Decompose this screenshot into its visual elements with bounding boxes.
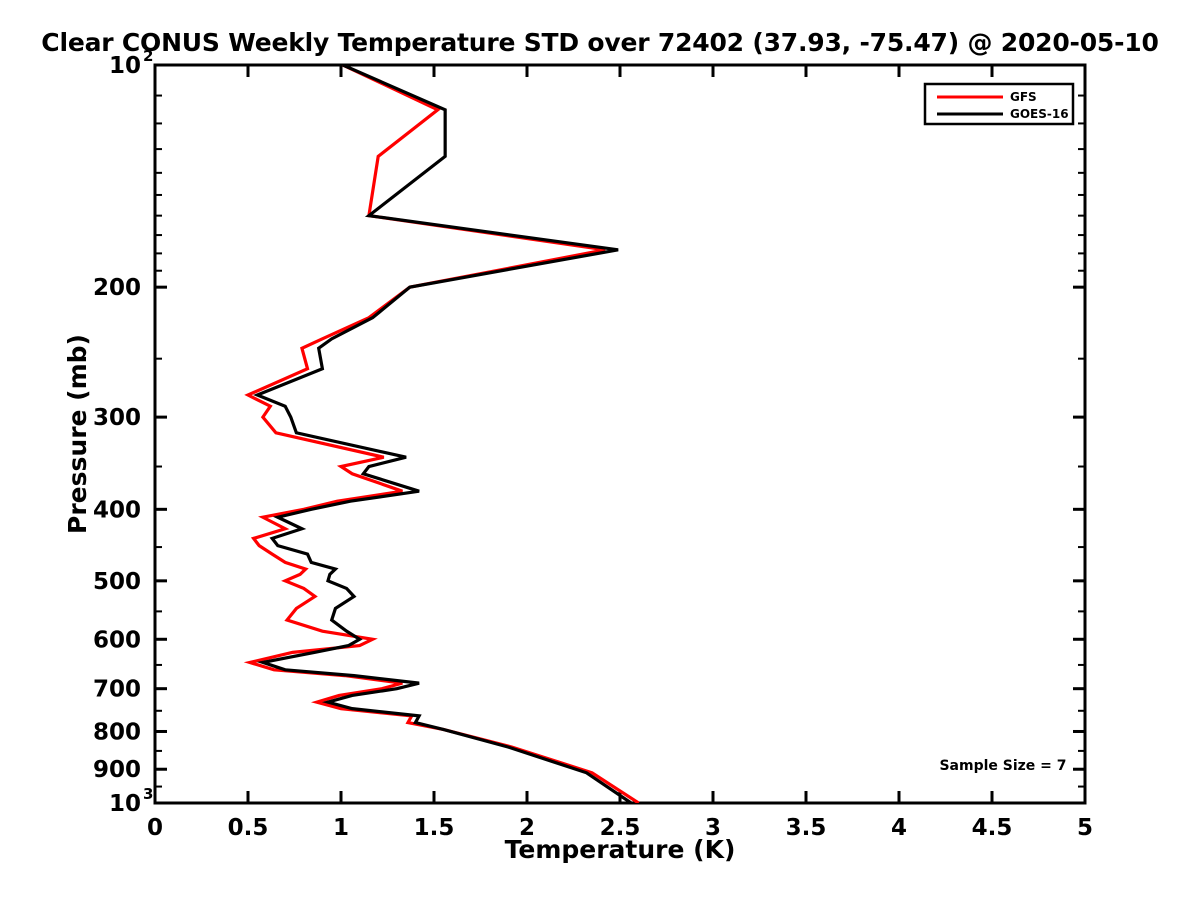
y-tick-label: 400 <box>93 497 141 523</box>
series-line-gfs <box>243 65 640 803</box>
x-tick-label: 4 <box>891 815 907 841</box>
series-line-goes-16 <box>253 65 633 803</box>
y-tick-label: 700 <box>93 677 141 703</box>
x-tick-label: 1.5 <box>414 815 455 841</box>
y-tick-label-exponent: 2 <box>143 47 153 65</box>
data-series-layer <box>243 65 640 803</box>
x-axis-ticks <box>153 65 1087 803</box>
y-tick-label: 900 <box>93 757 141 783</box>
x-tick-label: 2 <box>519 815 535 841</box>
x-tick-label: 2.5 <box>600 815 641 841</box>
y-tick-label: 10 <box>109 791 141 817</box>
x-tick-label: 5 <box>1077 815 1093 841</box>
y-tick-label: 800 <box>93 719 141 745</box>
legend-label-gfs: GFS <box>1010 90 1037 104</box>
y-tick-label: 600 <box>93 627 141 653</box>
x-tick-label: 0.5 <box>228 815 269 841</box>
y-tick-label: 500 <box>93 569 141 595</box>
page-title: Clear CONUS Weekly Temperature STD over … <box>41 28 1159 57</box>
y-tick-label: 10 <box>109 53 141 79</box>
y-tick-label-exponent: 3 <box>143 785 153 803</box>
legend-label-goes16: GOES-16 <box>1010 107 1069 121</box>
x-axis-tick-labels: 0 0.5 1 1.5 2 2.5 3 3.5 4 4.5 5 <box>147 815 1093 841</box>
legend-box <box>923 82 1075 126</box>
x-tick-label: 1 <box>333 815 349 841</box>
y-axis-ticks <box>155 63 1085 805</box>
x-tick-label: 3 <box>705 815 721 841</box>
y-tick-label: 300 <box>93 405 141 431</box>
legend[interactable]: GFS GOES-16 <box>923 82 1075 126</box>
y-axis-title: Pressure (mb) <box>63 334 92 534</box>
x-tick-label: 4.5 <box>972 815 1013 841</box>
sample-size-annotation: Sample Size = 7 <box>939 758 1066 774</box>
y-tick-label: 200 <box>93 275 141 301</box>
plot-frame <box>153 63 1087 805</box>
x-tick-label: 0 <box>147 815 163 841</box>
x-axis-title: Temperature (K) <box>505 835 736 864</box>
x-tick-label: 3.5 <box>786 815 827 841</box>
